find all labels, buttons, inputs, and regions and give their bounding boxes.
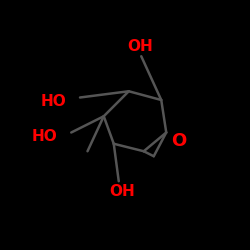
- Text: O: O: [171, 132, 186, 150]
- Text: OH: OH: [110, 184, 136, 199]
- Text: HO: HO: [40, 94, 66, 109]
- Text: HO: HO: [32, 129, 58, 144]
- Text: OH: OH: [127, 39, 153, 54]
